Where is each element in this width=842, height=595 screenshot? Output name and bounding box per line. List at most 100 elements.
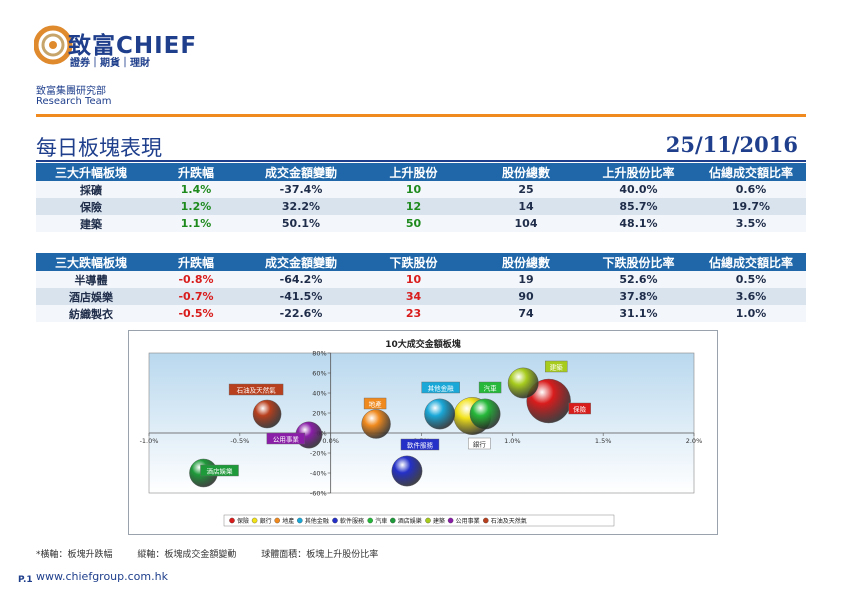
falling-stocks: 10	[356, 271, 471, 288]
bubble-label: 建築	[550, 363, 564, 372]
table-row: 採礦 1.4% -37.4% 10 25 40.0% 0.6%	[36, 181, 806, 198]
table-row: 酒店娛樂 -0.7% -41.5% 34 90 37.8% 3.6%	[36, 288, 806, 305]
bubble-4	[391, 455, 423, 487]
sector-name: 採礦	[36, 181, 146, 198]
brand-subtitle: 證券｜期貨｜理財	[70, 58, 150, 69]
table-header-row: 三大升幅板塊 升跌幅 成交金額變動 上升股份 股份總數 上升股份比率 佔總成交額…	[36, 163, 806, 181]
bubble-label-box	[363, 397, 387, 410]
legend-box	[223, 514, 615, 527]
footnote-x-axis: *橫軸：板塊升跌幅	[36, 550, 113, 560]
bubble-label: 其他金融	[428, 384, 455, 393]
column-header: 上升股份	[356, 163, 471, 181]
table-header-row: 三大跌幅板塊 升跌幅 成交金額變動 下跌股份 股份總數 下跌股份比率 佔總成交額…	[36, 253, 806, 271]
legend-swatch	[390, 517, 396, 524]
turnover-change: -37.4%	[246, 181, 356, 198]
turnover-change: -41.5%	[246, 288, 356, 305]
column-header: 佔總成交額比率	[696, 253, 806, 271]
falling-stocks: 23	[356, 305, 471, 322]
legend-label: 酒店娛樂	[398, 517, 422, 525]
bubble-label: 汽車	[484, 384, 498, 393]
bubble-label-box	[568, 402, 591, 415]
sector-name: 半導體	[36, 271, 146, 288]
legend-swatch	[297, 517, 303, 524]
x-tick-label: -0.5%	[230, 437, 249, 445]
column-header: 佔總成交額比率	[696, 163, 806, 181]
table-row: 半導體 -0.8% -64.2% 10 19 52.6% 0.5%	[36, 271, 806, 288]
legend-label: 石油及天然氣	[491, 517, 527, 525]
sector-name: 酒店娛樂	[36, 288, 146, 305]
sector-name: 保險	[36, 198, 146, 215]
bubble-0	[526, 378, 571, 424]
bubble-label-box	[478, 381, 502, 394]
column-header: 股份總數	[471, 163, 581, 181]
legend-label: 建築	[433, 517, 445, 525]
y-tick-label: -60%	[310, 490, 327, 498]
column-header: 上升股份比率	[581, 163, 696, 181]
change-pct: 1.2%	[146, 198, 246, 215]
y-tick-label: 40%	[312, 390, 326, 398]
total-stocks: 14	[471, 198, 581, 215]
table-row: 保險 1.2% 32.2% 12 14 85.7% 19.7%	[36, 198, 806, 215]
bubble-label: 酒店娛樂	[207, 467, 234, 476]
total-stocks: 104	[471, 215, 581, 232]
turnover-share: 3.6%	[696, 288, 806, 305]
y-tick-label: 60%	[312, 370, 326, 378]
rising-stocks: 12	[356, 198, 471, 215]
team-label: Research Team	[36, 96, 112, 107]
column-header: 成交金額變動	[246, 163, 356, 181]
turnover-change: 50.1%	[246, 215, 356, 232]
x-tick-label: 2.0%	[686, 437, 703, 445]
legend-label: 地產	[282, 517, 294, 525]
x-tick-label: -1.0%	[140, 437, 159, 445]
bubble-chart: 10大成交金額板塊 80%60%40%20%0%-20%-40%-60%-1.0…	[128, 330, 718, 535]
column-header: 升跌幅	[146, 163, 246, 181]
column-header: 成交金額變動	[246, 253, 356, 271]
rising-stocks: 10	[356, 181, 471, 198]
turnover-change: -22.6%	[246, 305, 356, 322]
falling-stocks: 34	[356, 288, 471, 305]
y-tick-label: 20%	[312, 410, 326, 418]
bubble-9	[252, 399, 282, 429]
legend-label: 公用事業	[456, 517, 480, 525]
rising-stocks: 50	[356, 215, 471, 232]
chart-title: 10大成交金額板塊	[385, 340, 461, 350]
page-title: 每日板塊表現	[36, 136, 162, 160]
bubble-label: 銀行	[473, 440, 487, 449]
bubble-label-box	[200, 464, 239, 477]
bubble-label-box	[545, 360, 568, 373]
legend-swatch	[251, 517, 258, 524]
bubble-label: 地產	[369, 400, 383, 409]
brand-name: 致富CHIEF	[68, 33, 198, 59]
legend-swatch	[425, 517, 431, 524]
bubble-chart-canvas: 80%60%40%20%0%-20%-40%-60%-1.0%-0.5%0.0%…	[140, 350, 703, 527]
column-header: 三大升幅板塊	[36, 163, 146, 181]
falling-ratio: 37.8%	[581, 288, 696, 305]
bubble-5	[469, 398, 501, 430]
turnover-share: 0.5%	[696, 271, 806, 288]
change-pct: -0.8%	[146, 271, 246, 288]
bubble-label: 軟件服務	[407, 441, 434, 450]
legend-swatch	[229, 517, 235, 524]
rising-ratio: 40.0%	[581, 181, 696, 198]
bubble-7	[507, 367, 539, 399]
table-row: 建築 1.1% 50.1% 50 104 48.1% 3.5%	[36, 215, 806, 232]
column-header: 升跌幅	[146, 253, 246, 271]
column-header: 股份總數	[471, 253, 581, 271]
column-header: 下跌股份比率	[581, 253, 696, 271]
bubble-3	[424, 398, 456, 430]
top-gainers-table: 三大升幅板塊 升跌幅 成交金額變動 上升股份 股份總數 上升股份比率 佔總成交額…	[36, 163, 806, 232]
legend-swatch	[367, 517, 373, 524]
bubble-label: 公用事業	[273, 435, 300, 444]
page-number: P.1	[18, 575, 33, 585]
bubble-label-box	[400, 438, 440, 451]
legend-label: 其他金融	[305, 517, 329, 525]
legend-swatch	[274, 517, 280, 524]
bubble-label-box	[421, 381, 460, 394]
turnover-share: 19.7%	[696, 198, 806, 215]
website-link[interactable]: www.chiefgroup.com.hk	[36, 570, 168, 583]
turnover-share: 3.5%	[696, 215, 806, 232]
department-label: 致富集團研究部	[36, 86, 106, 97]
chief-logo-mark	[34, 25, 73, 65]
x-tick-label: 1.0%	[504, 437, 521, 445]
bubble-label: 石油及天然氣	[237, 386, 276, 395]
